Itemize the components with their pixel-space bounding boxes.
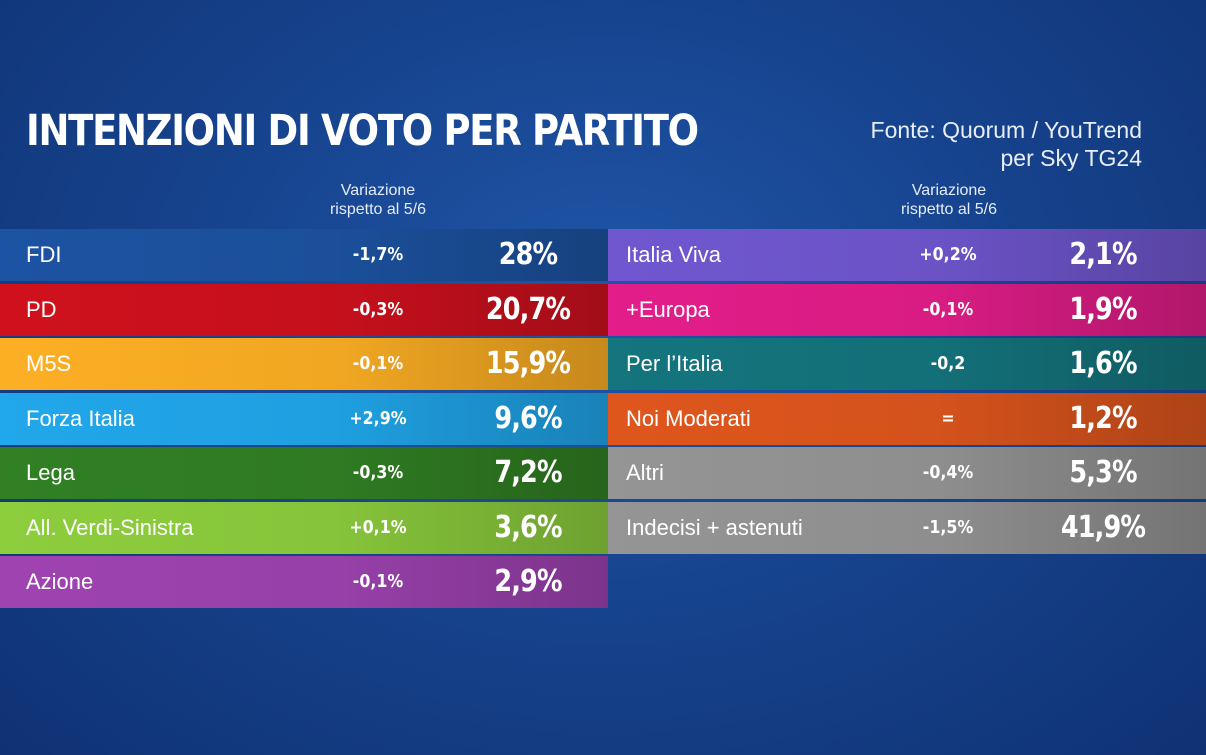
party-change: +2,9% [349, 407, 407, 429]
variation-header-line-2: rispetto al 5/6 [329, 201, 427, 218]
party-table-right: Italia Viva +0,2% 2,1% +Europa -0,1% 1,9% Per … [608, 229, 1206, 556]
party-percentage: 41,9% [1060, 509, 1146, 545]
party-name: Noi Moderati [626, 405, 751, 431]
party-percentage: 15,9% [485, 346, 571, 381]
party-change: -0,3% [352, 462, 404, 483]
party-name: Italia Viva [626, 242, 721, 267]
party-change: -1,7% [352, 244, 404, 265]
party-percentage: 1,2% [1069, 400, 1137, 436]
source-line-2: per Sky TG24 [1000, 145, 1142, 171]
party-row: Italia Viva +0,2% 2,1% [608, 229, 1206, 281]
party-percentage: 2,1% [1069, 237, 1137, 272]
party-row: Per l’Italia -0,2 1,6% [608, 338, 1206, 390]
party-row: Altri -0,4% 5,3% [608, 447, 1206, 499]
party-percentage: 28% [498, 237, 558, 272]
party-percentage: 2,9% [494, 564, 562, 599]
party-row: M5S -0,1% 15,9% [0, 338, 608, 390]
party-percentage: 1,9% [1069, 291, 1137, 327]
party-change: -0,4% [922, 462, 974, 483]
party-name: +Europa [626, 296, 710, 322]
party-name: Indecisi + astenuti [626, 514, 803, 540]
chart-title: INTENZIONI DI VOTO PER PARTITO [26, 106, 699, 156]
party-change: -1,5% [922, 516, 974, 538]
party-row: Forza Italia +2,9% 9,6% [0, 392, 608, 445]
party-percentage: 1,6% [1069, 346, 1137, 381]
party-name: PD [26, 296, 57, 322]
party-percentage: 20,7% [485, 291, 571, 327]
party-row: Indecisi + astenuti -1,5% 41,9% [608, 501, 1206, 554]
party-name: Altri [626, 460, 664, 485]
party-row: Azione -0,1% 2,9% [0, 556, 608, 608]
party-percentage: 7,2% [494, 455, 562, 490]
party-name: M5S [26, 351, 72, 376]
party-table-left: FDI -1,7% 28% PD -0,3% 20,7% M5S -0,1% 15,9% Forz… [0, 229, 608, 611]
party-percentage: 3,6% [494, 509, 562, 545]
party-name: Per l’Italia [626, 351, 723, 376]
variation-header-left: Variazione rispetto al 5/6 [298, 181, 458, 219]
party-change: -0,2 [930, 353, 966, 374]
party-row: All. Verdi-Sinistra +0,1% 3,6% [0, 501, 608, 554]
party-change: +0,1% [349, 516, 407, 538]
party-change: -0,1% [922, 298, 974, 320]
party-name: All. Verdi-Sinistra [26, 514, 194, 540]
source-note: Fonte: Quorum / YouTrend per Sky TG24 [871, 116, 1142, 172]
variation-header-right: Variazione rispetto al 5/6 [869, 181, 1029, 219]
party-row: Noi Moderati = 1,2% [608, 392, 1206, 445]
party-row: PD -0,3% 20,7% [0, 283, 608, 336]
party-name: Azione [26, 569, 94, 594]
party-change: -0,1% [352, 353, 404, 374]
party-percentage: 9,6% [494, 400, 562, 436]
party-name: FDI [26, 242, 62, 267]
variation-header-line-1: Variazione [340, 182, 416, 199]
party-row: Lega -0,3% 7,2% [0, 447, 608, 499]
party-row: FDI -1,7% 28% [0, 229, 608, 281]
party-change: +0,2% [919, 244, 977, 265]
party-change: -0,3% [352, 298, 404, 320]
variation-header-line-1: Variazione [911, 182, 987, 199]
source-line-1: Fonte: Quorum / YouTrend [870, 117, 1142, 143]
variation-header-line-2: rispetto al 5/6 [900, 201, 998, 218]
party-name: Lega [26, 460, 75, 485]
party-change: = [941, 407, 955, 429]
party-percentage: 5,3% [1069, 455, 1137, 490]
party-name: Forza Italia [26, 405, 135, 431]
party-change: -0,1% [352, 571, 404, 592]
party-row: +Europa -0,1% 1,9% [608, 283, 1206, 336]
